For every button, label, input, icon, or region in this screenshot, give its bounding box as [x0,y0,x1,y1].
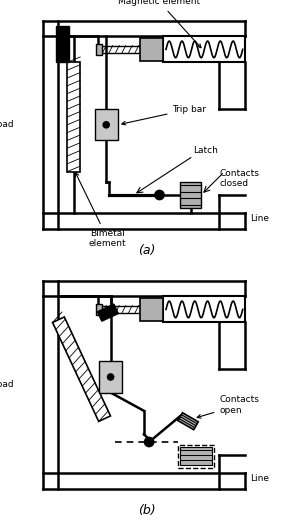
Polygon shape [52,317,110,421]
Bar [178,445,214,468]
Bar [140,38,163,61]
Circle shape [144,437,154,447]
Text: Load: Load [0,380,14,389]
Bar [55,26,69,62]
Text: Contacts
open: Contacts open [197,395,259,418]
Text: Magnetic element: Magnetic element [118,0,201,48]
Text: Bimetal
element: Bimetal element [75,173,126,248]
Text: (b): (b) [138,504,155,517]
Bar [96,304,102,315]
Bar [99,361,122,393]
Polygon shape [98,304,118,321]
Bar [163,296,245,322]
Bar [163,36,245,62]
Text: Line: Line [251,474,270,483]
Bar [180,182,201,208]
Circle shape [155,190,164,200]
Text: Latch: Latch [193,146,218,155]
Polygon shape [178,413,198,430]
Polygon shape [67,62,80,172]
Bar [96,44,102,55]
Circle shape [108,374,114,380]
Text: Trip bar: Trip bar [122,105,207,125]
Bar [140,297,163,321]
Text: (a): (a) [138,244,155,257]
Circle shape [103,122,109,128]
Bar [95,109,118,140]
Text: Load: Load [0,120,14,129]
Bar [180,447,212,465]
Text: Contacts
closed: Contacts closed [219,169,259,188]
Text: Line: Line [251,214,270,223]
